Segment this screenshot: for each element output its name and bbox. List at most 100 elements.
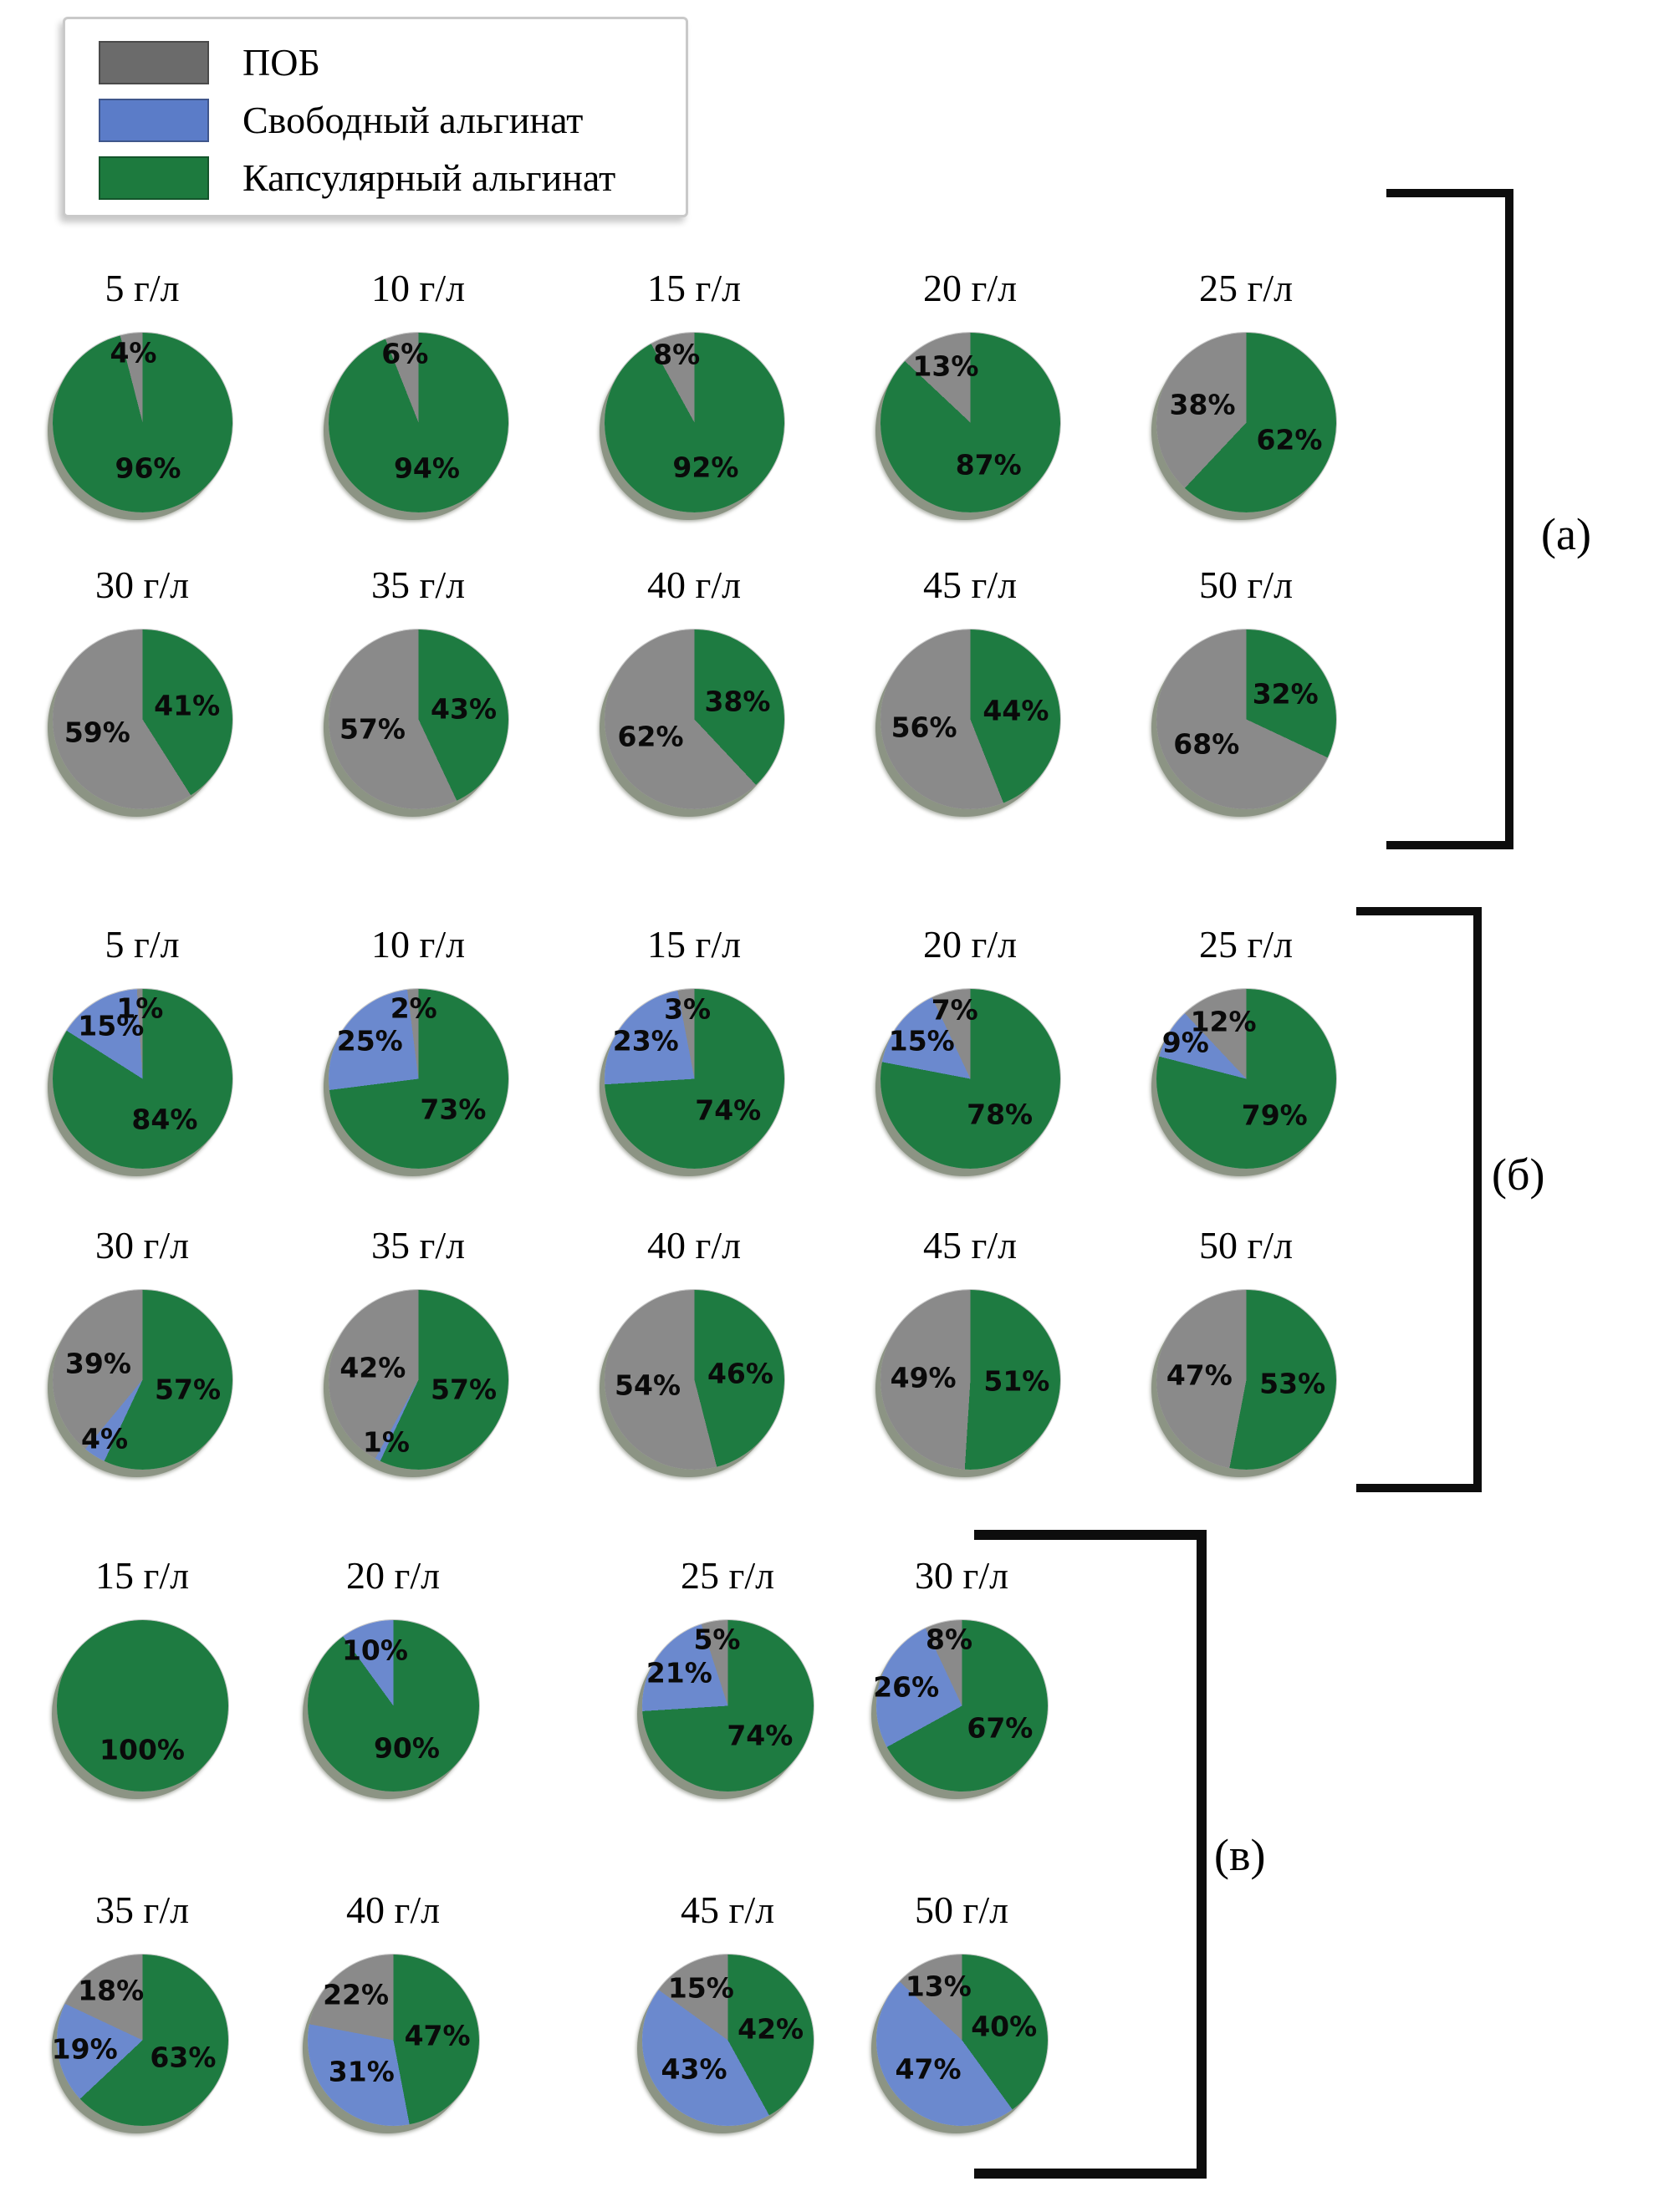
pie-title: 50 г/л [1198, 1223, 1294, 1267]
pie-chart: 53% 47% [1156, 1289, 1336, 1470]
pie-title: 45 г/л [680, 1888, 775, 1931]
slice-value-label: 42% [339, 1351, 406, 1384]
slice-value-label: 21% [646, 1656, 712, 1690]
pie-title: 35 г/л [94, 1888, 190, 1931]
slice-value-label: 54% [615, 1368, 681, 1402]
pie-chart: 46% 54% [604, 1289, 784, 1470]
pie-chart: 90% 10% [307, 1619, 479, 1792]
slice-value-label: 23% [612, 1024, 679, 1058]
pie-title: 20 г/л [345, 1553, 441, 1597]
slice-value-label: 73% [420, 1093, 487, 1126]
pie-title: 25 г/л [680, 1553, 775, 1597]
pie-title: 30 г/л [94, 1223, 190, 1267]
slice-value-label: 68% [1173, 727, 1240, 761]
slice-value-label: 2% [390, 991, 437, 1025]
pie-title: 45 г/л [922, 1223, 1018, 1267]
slice-value-label: 79% [1241, 1098, 1308, 1132]
slice-value-label: 38% [1169, 388, 1236, 421]
slice-value-label: 57% [155, 1373, 222, 1406]
pie-chart: 42% 43% 15% [641, 1954, 814, 2126]
slice-value-label: 31% [328, 2055, 395, 2088]
group-v-label: (в) [1214, 1830, 1266, 1880]
legend-box: ПОБ Свободный альгинат Капсулярный альги… [63, 17, 688, 217]
slice-value-label: 15% [667, 1971, 734, 2005]
slice-value-label: 8% [926, 1623, 973, 1656]
pie-title: 15 г/л [94, 1553, 190, 1597]
slice-value-label: 7% [931, 993, 978, 1027]
pie-chart: 67% 26% 8% [873, 1619, 1048, 1792]
pie-chart: 51% 49% [880, 1289, 1060, 1470]
pie-title: 15 г/л [646, 922, 742, 966]
legend-label-free-alginate: Свободный альгинат [242, 99, 584, 141]
pie-title: 25 г/л [1198, 266, 1294, 309]
capsular-alginate-color-swatch [99, 156, 209, 200]
pie-title: 10 г/л [370, 266, 466, 309]
slice-value-label: 42% [738, 2012, 804, 2046]
pie-title: 50 г/л [1198, 563, 1294, 606]
pie-chart: 38% 62% [604, 629, 784, 809]
slice-value-label: 84% [131, 1103, 198, 1136]
pie-title: 5 г/л [105, 266, 180, 309]
pie-chart: 87% 13% [880, 332, 1060, 512]
slice-value-label: 87% [955, 448, 1022, 482]
slice-value-label: 57% [339, 712, 406, 746]
slice-value-label: 46% [707, 1357, 773, 1390]
slice-value-label: 47% [895, 2052, 962, 2086]
slice-value-label: 13% [905, 1970, 972, 2003]
group-v-bracket [974, 1530, 1207, 2179]
pie-chart: 74% 23% 3% [604, 988, 784, 1169]
slice-value-label: 96% [115, 451, 181, 485]
slice-value-label: 32% [1252, 677, 1319, 711]
slice-value-label: 15% [888, 1024, 955, 1058]
slice-value-label: 74% [695, 1093, 762, 1127]
pie-chart: 32% 68% [1156, 629, 1336, 809]
slice-value-label: 62% [1256, 423, 1323, 456]
pie-chart: 84% 15% 1% [52, 988, 232, 1169]
pie-chart: 57% 1% 42% [328, 1289, 508, 1470]
pie-chart: 63% 19% 18% [52, 1954, 228, 2126]
pie-title: 40 г/л [646, 563, 742, 606]
slice-value-label: 47% [404, 2019, 471, 2052]
slice-value-label: 49% [890, 1361, 957, 1394]
slice-value-label: 22% [323, 1978, 390, 2011]
pie-chart: 47% 31% 22% [307, 1954, 479, 2126]
pie-chart: 96% 4% [52, 332, 232, 512]
slice-value-label: 39% [64, 1347, 131, 1380]
pie-chart: 43% 57% [328, 629, 508, 809]
slice-value-label: 92% [672, 451, 739, 484]
slice-value-label: 12% [1190, 1005, 1257, 1038]
slice-value-label: 3% [664, 992, 712, 1026]
pie-title: 30 г/л [94, 563, 190, 606]
pie-chart: 44% 56% [880, 629, 1060, 809]
slice-value-label: 47% [1166, 1358, 1233, 1392]
pie-title: 50 г/л [914, 1888, 1009, 1931]
pie-title: 40 г/л [646, 1223, 742, 1267]
pie-chart: 62% 38% [1156, 332, 1336, 512]
pie-chart: 57% 4% 39% [52, 1289, 232, 1470]
pie-chart: 92% 8% [604, 332, 784, 512]
group-b-label: (б) [1492, 1149, 1545, 1200]
legend-item-free-alginate: Свободный альгинат [99, 99, 686, 142]
slice-value-label: 15% [78, 1009, 145, 1042]
slice-value-label: 78% [967, 1098, 1034, 1131]
pie-title: 25 г/л [1198, 922, 1294, 966]
slice-value-label: 43% [431, 692, 498, 726]
slice-value-label: 18% [78, 1974, 145, 2007]
pie-chart: 40% 47% 13% [875, 1954, 1048, 2126]
slice-value-label: 4% [110, 336, 157, 370]
slice-value-label: 38% [704, 685, 771, 718]
slice-value-label: 25% [336, 1024, 403, 1058]
group-b-bracket [1356, 907, 1482, 1492]
slice-value-label: 5% [693, 1623, 741, 1656]
slice-value-label: 56% [891, 711, 957, 744]
pie-chart: 73% 25% 2% [328, 988, 508, 1169]
slice-value-label: 90% [373, 1731, 440, 1765]
slice-value-label: 19% [51, 2032, 118, 2066]
slice-value-label: 9% [1161, 1026, 1209, 1059]
legend-item-pob: ПОБ [99, 41, 686, 84]
slice-value-label: 43% [661, 2052, 727, 2086]
pie-chart: 100% [56, 1619, 228, 1792]
legend-item-capsular-alginate: Капсулярный альгинат [99, 156, 686, 200]
pie-title: 30 г/л [914, 1553, 1009, 1597]
